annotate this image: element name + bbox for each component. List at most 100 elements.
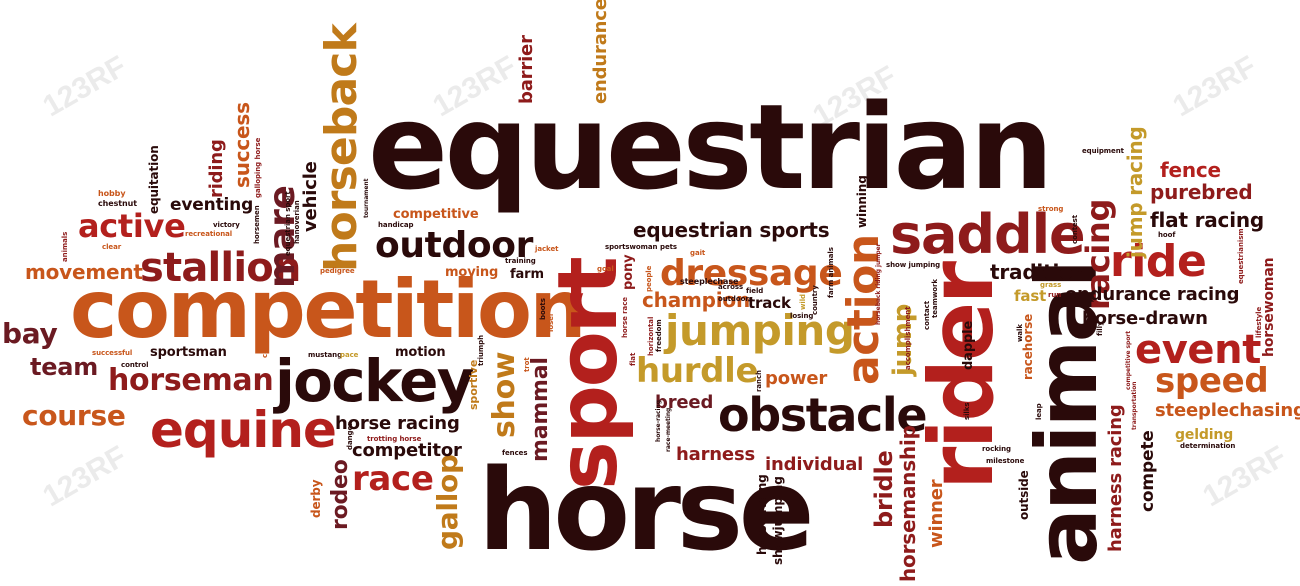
word-individual: individual	[765, 454, 864, 475]
word-equestrian-sport: equestrian sport	[284, 191, 292, 256]
word-race: race	[352, 459, 434, 499]
word-race-meeting: race-meeting	[665, 407, 672, 452]
word-derby: derby	[309, 479, 323, 518]
word-endurance: endurance	[590, 0, 611, 104]
watermark: 123RF	[1167, 49, 1263, 124]
word-endurance-racing: endurance racing	[1065, 284, 1240, 305]
word-equine: equine	[150, 401, 337, 459]
word-sportsman: sportsman	[150, 345, 227, 360]
word-determination: determination	[1180, 442, 1236, 450]
word-equipment: equipment	[1082, 147, 1124, 155]
word-saddle: saddle	[890, 203, 1086, 266]
word-contact: contact	[923, 300, 931, 330]
word-farm-animals: farm animals	[827, 247, 835, 298]
word-rocking: rocking	[982, 445, 1011, 453]
word-show-jumping: show jumping	[886, 261, 941, 269]
word-winning: winning	[855, 175, 869, 228]
word-strong: strong	[1038, 205, 1064, 213]
word-triumph: triumph	[477, 335, 485, 366]
word-moving: moving	[445, 265, 499, 280]
word-motion: motion	[395, 345, 446, 360]
word-mammal: mammal	[528, 357, 553, 462]
word-competition: competition	[70, 263, 587, 356]
word-tradition: tradition	[990, 260, 1087, 284]
word-horse-riding: horse riding	[755, 474, 769, 555]
word-riding: riding	[206, 139, 227, 198]
word-successful: successful	[92, 349, 133, 357]
word-sportswoman: sportswoman	[605, 243, 658, 251]
word-recreational: recreational	[185, 230, 233, 238]
word-horseback-riding-jumper: horseback riding jumper	[875, 243, 882, 325]
word-walk: walk	[1016, 324, 1024, 342]
word-flat-racing: flat racing	[1150, 208, 1265, 232]
word-jump-racing: jump racing	[1123, 126, 1147, 258]
word-fence: fence	[1160, 158, 1221, 182]
word-jacket: jacket	[535, 245, 559, 253]
word-horizontal: horizontal	[647, 316, 655, 356]
word-gelding: gelding	[1175, 427, 1234, 443]
word-equitation: equitation	[147, 145, 161, 214]
word-grass: grass	[1040, 281, 1062, 289]
word-flat: flat	[629, 352, 637, 366]
word-contest: contest	[1071, 214, 1079, 244]
word-pets: pets	[660, 243, 677, 251]
word-people: people	[645, 265, 653, 292]
word-hanoverian: hanoverian	[293, 200, 301, 244]
word-ranch: ranch	[755, 370, 763, 392]
word-gait: gait	[690, 249, 706, 257]
word-outdoors: outdoors	[718, 295, 753, 303]
word-eventing: eventing	[170, 195, 254, 215]
word-tournament: tournament	[363, 178, 370, 218]
word-obstacle: obstacle	[718, 388, 928, 442]
word-course: course	[22, 399, 126, 432]
word-chestnut: chestnut	[98, 199, 138, 208]
word-trotting-horse: trotting horse	[367, 435, 422, 443]
word-galloping-horse: galloping horse	[254, 137, 262, 198]
word-lifestyle: lifestyle	[1255, 306, 1263, 338]
word-training: training	[505, 257, 536, 265]
word-wild: wild	[799, 294, 807, 310]
word-country: country	[811, 285, 819, 315]
word-track: track	[748, 294, 791, 312]
word-loser: loser	[547, 312, 555, 332]
word-horse: horse	[478, 446, 815, 576]
word-leap: leap	[1035, 403, 1043, 420]
word-competitor: competitor	[352, 440, 462, 461]
word-fast: fast	[1014, 287, 1047, 305]
word-team: team	[30, 353, 98, 381]
word-silks: silks	[963, 402, 971, 420]
word-pony: pony	[621, 254, 636, 290]
watermark: 123RF	[37, 439, 133, 514]
word-fences: fences	[502, 449, 528, 457]
word-stallion: stallion	[140, 245, 301, 291]
word-handicap: handicap	[378, 221, 414, 229]
word-rodeo: rodeo	[328, 459, 353, 530]
word-trot: trot	[523, 357, 531, 372]
word-milestone: milestone	[986, 457, 1025, 465]
word-ride: ride	[1110, 236, 1207, 287]
word-accomplishment: accomplishment	[904, 306, 912, 370]
word-equestrianism: equestrianism	[1237, 228, 1245, 284]
word-horse-racing-small: horse-racing	[655, 400, 662, 442]
word-victory: victory	[213, 221, 240, 229]
word-bay: bay	[2, 317, 58, 350]
word-speed: speed	[1155, 361, 1269, 401]
word-horseback: horseback	[316, 24, 367, 272]
word-horse-race: horse race	[621, 297, 629, 338]
word-compete: compete	[1138, 430, 1158, 512]
word-boots: boots	[539, 298, 547, 320]
word-field: field	[746, 287, 764, 295]
word-power: power	[765, 368, 828, 389]
word-jockey: jockey	[275, 347, 475, 415]
watermark: 123RF	[37, 49, 133, 124]
word-freedom: freedom	[655, 319, 663, 352]
word-steeplechase: steeplechase	[680, 277, 739, 286]
word-gallop: gallop	[431, 454, 464, 550]
word-horsemen: horsemen	[253, 205, 261, 244]
word-bridle: bridle	[870, 450, 898, 529]
word-hoof: hoof	[1158, 231, 1176, 239]
word-danger: danger	[346, 422, 354, 450]
word-equestrian: equestrian	[368, 78, 1054, 216]
word-transportation: transportation	[1131, 381, 1138, 431]
word-canter: canter	[261, 333, 269, 358]
